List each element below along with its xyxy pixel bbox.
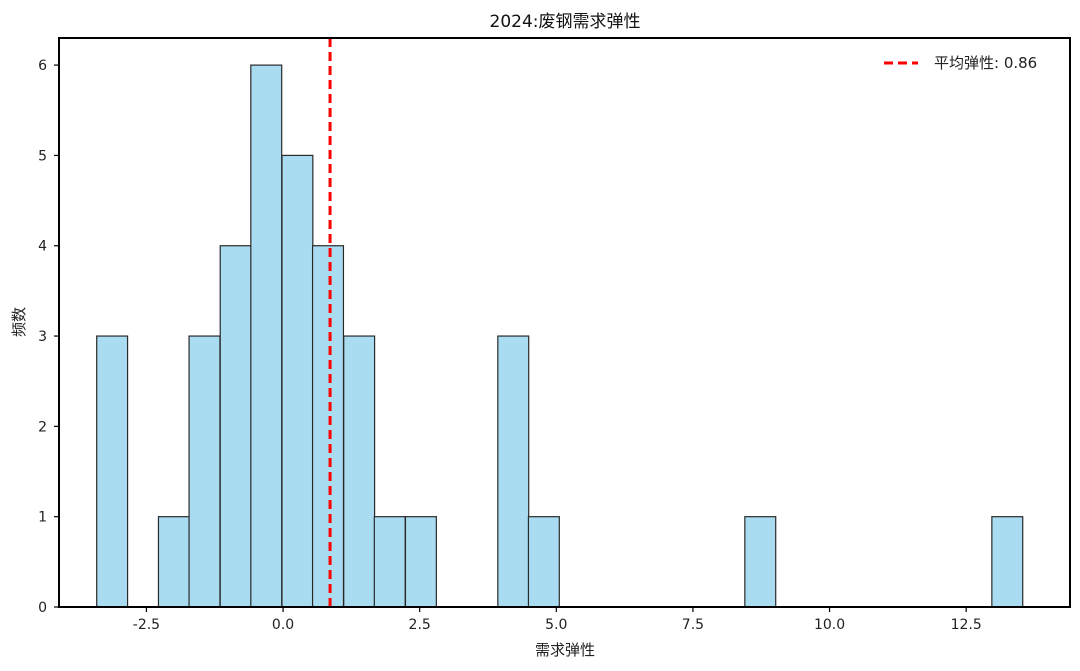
histogram-bar-2	[188, 335, 221, 608]
x-tick-label-1: 0.0	[272, 617, 294, 633]
histogram-bar-3	[219, 245, 252, 608]
histogram-bar-4	[250, 64, 283, 608]
y-axis: 0 1 2 3 4 5 6	[38, 58, 59, 616]
plot-frame	[58, 37, 1071, 608]
histogram-bar-8	[373, 516, 406, 608]
chart-title: 2024:废钢需求弹性	[490, 12, 641, 32]
x-tick-label-6: 12.5	[951, 617, 982, 633]
x-axis: -2.5 0.0 2.5 5.0 7.5 10.0 12.5	[133, 607, 982, 633]
bars-layer	[96, 64, 1024, 608]
legend: 平均弹性: 0.86	[884, 54, 1037, 72]
histogram-bar-10	[497, 335, 530, 608]
x-tick-label-3: 5.0	[545, 617, 567, 633]
x-tick-label-0: -2.5	[133, 617, 160, 633]
y-tick-label-1: 1	[38, 510, 47, 526]
histogram-bar-12	[744, 516, 777, 608]
x-tick-label-2: 2.5	[409, 617, 431, 633]
y-tick-label-0: 0	[38, 600, 47, 616]
histogram-bar-6	[311, 245, 345, 608]
x-tick-label-4: 7.5	[682, 617, 704, 633]
y-tick-label-3: 3	[38, 329, 47, 345]
histogram-bar-0	[96, 335, 129, 608]
x-axis-title: 需求弹性	[535, 641, 595, 659]
histogram-bar-13	[991, 516, 1024, 608]
y-tick-label-5: 5	[38, 148, 47, 164]
y-axis-title: 频数	[10, 307, 28, 337]
x-tick-label-5: 10.0	[814, 617, 845, 633]
y-tick-label-4: 4	[38, 239, 47, 255]
y-tick-label-6: 6	[38, 58, 47, 74]
y-tick-label-2: 2	[38, 419, 47, 435]
histogram-bar-11	[527, 516, 560, 608]
histogram-bar-5	[281, 154, 314, 608]
histogram-bar-1	[157, 516, 190, 608]
histogram-bar-9	[404, 516, 437, 608]
legend-label: 平均弹性: 0.86	[934, 54, 1037, 72]
histogram-bar-7	[343, 335, 376, 608]
